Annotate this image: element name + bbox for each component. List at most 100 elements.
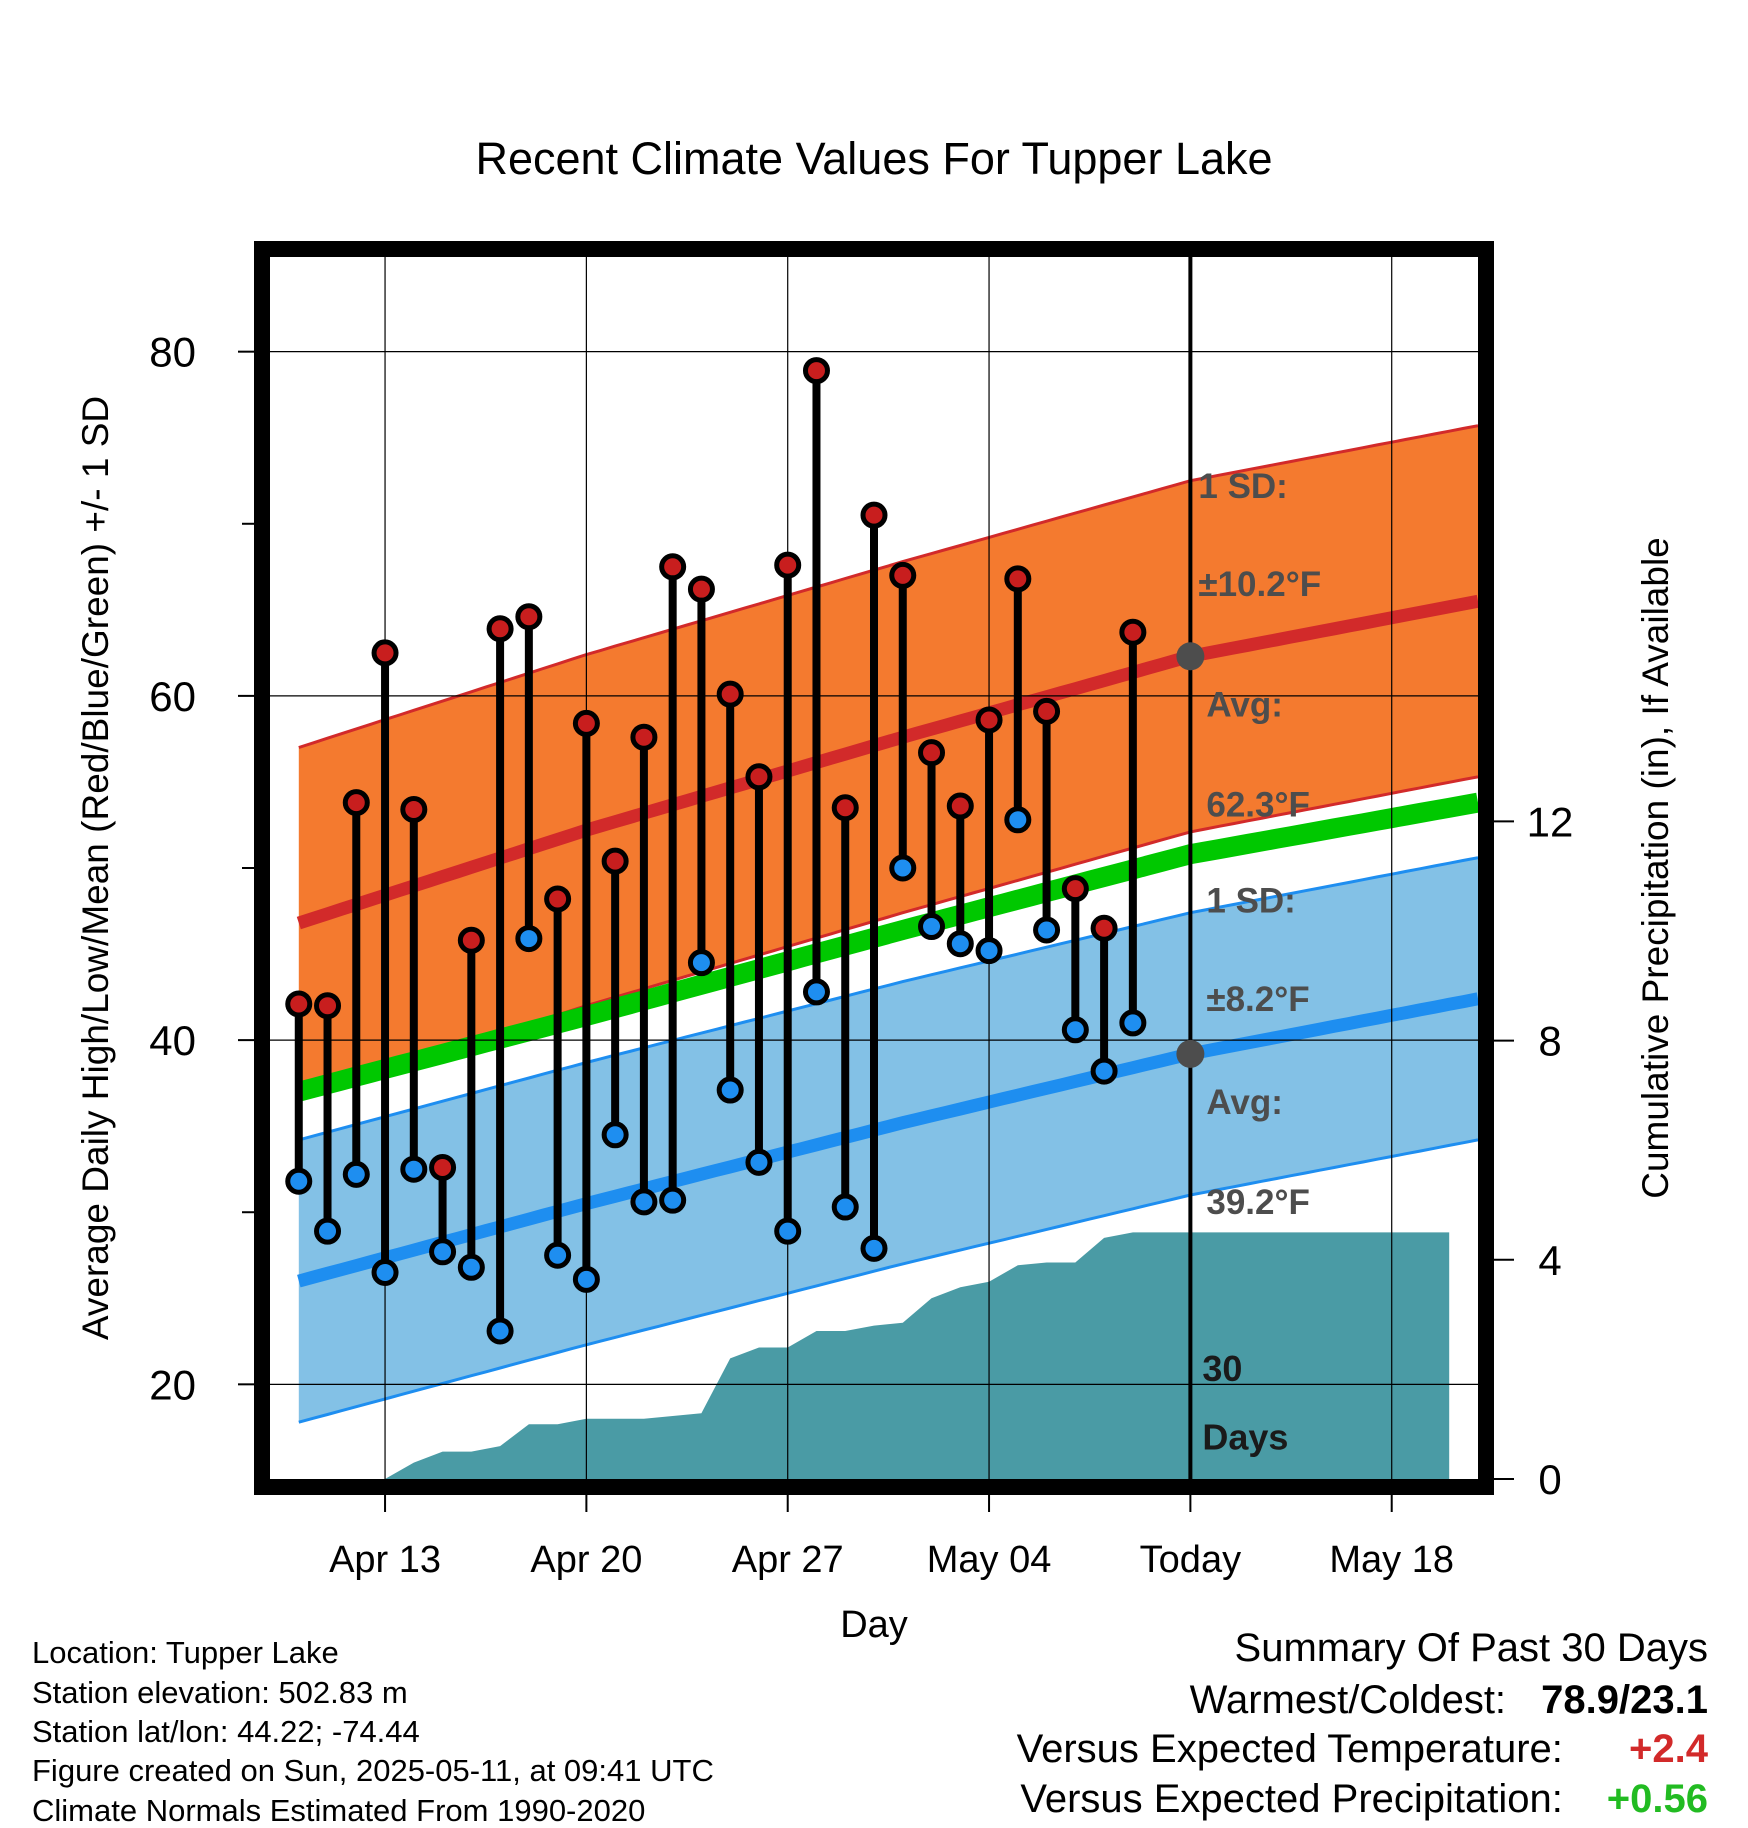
daily-low-point <box>371 1258 399 1286</box>
daily-low-point <box>1004 806 1032 834</box>
normal-high-line <box>296 594 1478 930</box>
daily-low-point <box>429 1238 457 1266</box>
daily-high-point <box>687 575 715 603</box>
x-axis-label: Day <box>840 1604 908 1646</box>
daily-low-point <box>515 925 543 953</box>
y-tick-label: 80 <box>149 329 196 376</box>
summary-precip-value: +0.56 <box>1606 1777 1708 1821</box>
y2-axis-label: Cumulative Precipitation (in), If Availa… <box>1635 537 1676 1199</box>
daily-high-point <box>429 1153 457 1181</box>
daily-high-point <box>1090 914 1118 942</box>
daily-low-point <box>802 978 830 1006</box>
y2-tick-label: 4 <box>1538 1237 1561 1284</box>
daily-high-point <box>486 615 514 643</box>
x-tick-label: Today <box>1140 1539 1241 1581</box>
daily-high-point <box>975 706 1003 734</box>
annotation-high-avg-label: Avg: <box>1206 686 1282 725</box>
daily-low-point <box>889 854 917 882</box>
daily-high-point <box>1119 618 1147 646</box>
daily-high-point <box>918 739 946 767</box>
high-sd-upper-line <box>298 424 1478 749</box>
today-low-avg-point <box>1176 1039 1205 1068</box>
daily-high-point <box>400 795 428 823</box>
daily-high-point <box>342 789 370 817</box>
daily-high-point <box>572 709 600 737</box>
annotation-low-avg-label: Avg: <box>1206 1083 1282 1122</box>
annotation-low-avg-value: 39.2°F <box>1206 1183 1310 1222</box>
summary-warmest-label: Warmest/Coldest: <box>1189 1678 1507 1722</box>
daily-low-point <box>630 1188 658 1216</box>
y-tick-label: 20 <box>149 1361 196 1408</box>
x-tick-label: May 04 <box>927 1539 1052 1581</box>
x-tick-label: Apr 20 <box>530 1539 642 1581</box>
daily-low-point <box>918 913 946 941</box>
low-sd-upper-line <box>298 856 1478 1142</box>
normal-low-line <box>297 992 1478 1288</box>
daily-low-point <box>774 1217 802 1245</box>
daily-low-point <box>831 1193 859 1221</box>
daily-low-point <box>687 949 715 977</box>
annotation-high-avg-value: 62.3°F <box>1206 785 1310 824</box>
daily-low-point <box>457 1253 485 1281</box>
summary-precip-label: Versus Expected Precipitation: <box>1020 1777 1563 1821</box>
precip-area <box>298 1232 1450 1479</box>
daily-low-point <box>285 1167 313 1195</box>
daily-high-point <box>630 723 658 751</box>
daily-low-point <box>486 1317 514 1345</box>
daily-low-point <box>745 1148 773 1176</box>
summary-temp-row: Versus Expected Temperature: +2.4 <box>1017 1729 1708 1769</box>
created-text: Figure created on Sun, 2025-05-11, at 09… <box>32 1753 714 1788</box>
summary-warmest-row: Warmest/Coldest: 78.9/23.1 <box>1190 1680 1708 1720</box>
y-axis-label: Average Daily High/Low/Mean (Red/Blue/Gr… <box>75 396 116 1340</box>
plot-frame <box>254 241 1494 1495</box>
daily-high-point <box>1033 697 1061 725</box>
daily-high-point <box>457 926 485 954</box>
daily-high-point <box>745 763 773 791</box>
daily-high-point <box>314 992 342 1020</box>
x-tick-label: May 18 <box>1329 1539 1454 1581</box>
daily-high-point <box>889 561 917 589</box>
chart-title: Recent Climate Values For Tupper Lake <box>475 133 1272 184</box>
daily-low-point <box>1033 916 1061 944</box>
today-high-avg-point <box>1176 642 1205 671</box>
daily-high-point <box>544 885 572 913</box>
daily-high-point <box>716 680 744 708</box>
daily-low-point <box>1090 1057 1118 1085</box>
y2-tick-label: 0 <box>1538 1456 1561 1503</box>
daily-high-point <box>659 553 687 581</box>
daily-low-point <box>314 1217 342 1245</box>
y2-tick-label: 12 <box>1527 798 1574 845</box>
daily-high-point <box>774 551 802 579</box>
daily-low-point <box>544 1241 572 1269</box>
x-tick-label: Apr 27 <box>732 1539 844 1581</box>
y-tick-label: 40 <box>149 1017 196 1064</box>
daily-high-point <box>831 794 859 822</box>
normals-text: Climate Normals Estimated From 1990-2020 <box>32 1793 646 1828</box>
summary-title: Summary Of Past 30 Days <box>1234 1626 1708 1670</box>
annotation-low-sd-label: 1 SD: <box>1206 882 1295 921</box>
daily-low-point <box>716 1076 744 1104</box>
daily-high-point <box>1004 565 1032 593</box>
summary-temp-label: Versus Expected Temperature: <box>1016 1727 1563 1771</box>
axes: Apr 13 Apr 20 Apr 27 May 04 Today May 1820406… <box>149 329 1573 1581</box>
daily-low-point <box>601 1121 629 1149</box>
daily-low-point <box>1119 1009 1147 1037</box>
daily-high-point <box>601 847 629 875</box>
daily-low-point <box>946 930 974 958</box>
summary-temp-value: +2.4 <box>1629 1727 1708 1771</box>
daily-low-point <box>860 1234 888 1262</box>
annotation-high-sd-label: 1 SD: <box>1198 467 1287 506</box>
location-text: Location: Tupper Lake <box>32 1635 339 1670</box>
plot-marks: 1 SD: ±10.2°F Avg: 62.3°F 1 SD: ±8.2°F Avg: 39.… <box>285 357 1321 1458</box>
elevation-text: Station elevation: 502.83 m <box>32 1675 408 1710</box>
high-sd-band <box>298 425 1478 1099</box>
daily-high-point <box>515 603 543 631</box>
low-sd-lower-line <box>298 1138 1478 1424</box>
daily-low-point <box>975 937 1003 965</box>
annotation-low-sd-value: ±8.2°F <box>1206 980 1309 1019</box>
daily-low-point <box>1061 1016 1089 1044</box>
summary-precip-row: Versus Expected Precipitation: +0.56 <box>1020 1779 1708 1819</box>
daily-high-point <box>860 501 888 529</box>
daily-high-point <box>1061 875 1089 903</box>
